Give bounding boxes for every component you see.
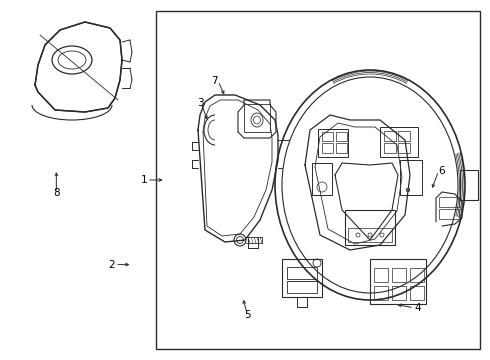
Bar [336,143,347,153]
Bar [345,210,395,245]
Bar [322,132,333,141]
Text: 1: 1 [140,175,147,185]
Bar [384,143,396,153]
Bar [244,104,270,132]
Bar [156,11,480,349]
Bar [287,281,317,293]
Bar [336,132,347,141]
Bar [312,163,332,195]
Bar [282,259,322,297]
Bar [410,268,424,282]
Bar [392,268,406,282]
Bar [384,131,396,141]
Bar [374,268,388,282]
Text: 4: 4 [414,303,421,313]
Bar [318,129,348,157]
Polygon shape [35,22,122,112]
Bar [398,143,410,153]
Text: 6: 6 [439,166,445,176]
Bar [374,286,388,300]
Bar [400,160,422,195]
Bar [348,228,392,242]
Text: 7: 7 [211,76,218,86]
Ellipse shape [282,77,458,293]
Text: 5: 5 [244,310,251,320]
Bar [439,209,459,219]
Bar [439,197,459,207]
Bar [398,131,410,141]
Bar [322,143,333,153]
Bar [370,259,426,304]
Bar [287,267,317,279]
Bar [380,127,418,157]
Text: 2: 2 [108,260,115,270]
Bar [392,286,406,300]
Text: 8: 8 [53,188,60,198]
Bar [410,286,424,300]
Text: 3: 3 [197,98,204,108]
